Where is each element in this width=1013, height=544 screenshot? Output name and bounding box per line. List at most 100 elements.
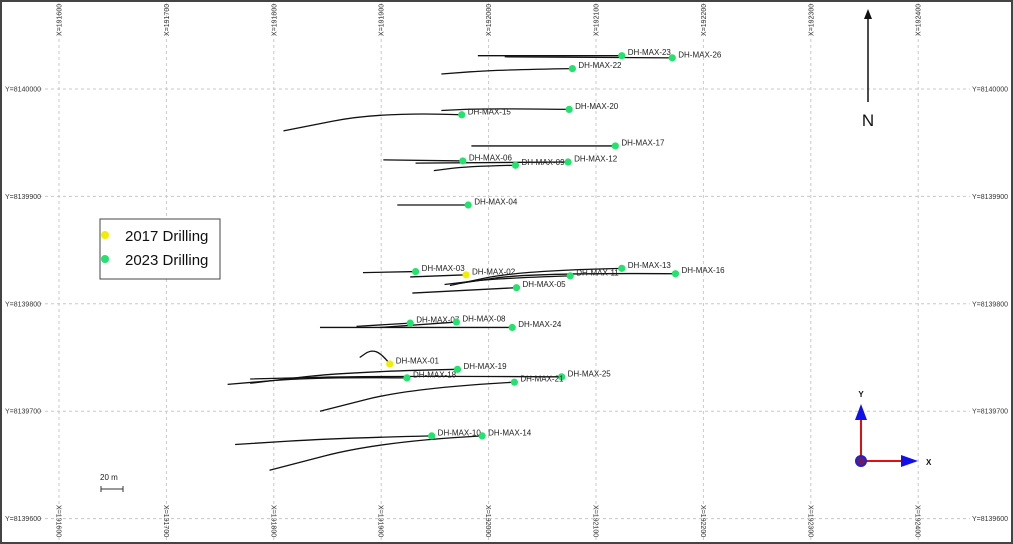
hole-label: DH-MAX-17 <box>621 138 665 147</box>
north-arrow: N <box>862 9 874 130</box>
legend-label-2017: 2017 Drilling <box>125 228 208 245</box>
x-tick-label-top: X=191700 <box>164 4 171 36</box>
collar-dh-max-14[interactable] <box>478 432 486 440</box>
collar-dh-max-20[interactable] <box>565 105 573 114</box>
collar-dh-max-18[interactable] <box>403 374 411 382</box>
y-label-bg <box>970 191 1008 201</box>
hole-label: DH-MAX-04 <box>474 197 518 206</box>
collar-dh-max-19[interactable] <box>453 365 462 373</box>
hole-label: DH-MAX-15 <box>468 107 512 116</box>
drill-trace-dh-max-19 <box>250 368 458 384</box>
collar-dh-max-04[interactable] <box>464 201 472 209</box>
drill-trace-dh-max-18 <box>227 377 407 385</box>
drill-trace-dh-max-15 <box>283 113 462 132</box>
drill-trace-dh-max-25 <box>250 375 562 380</box>
collar-dh-max-22[interactable] <box>568 64 576 73</box>
drill-trace-dh-max-20 <box>441 108 570 112</box>
collar-dh-max-05[interactable] <box>512 284 521 292</box>
north-label: N <box>862 111 874 130</box>
collar-dh-max-08[interactable] <box>452 318 460 326</box>
collar-dh-max-12[interactable] <box>564 158 572 166</box>
collar-dh-max-16[interactable] <box>671 270 680 278</box>
hole-label: DH-MAX-13 <box>628 261 672 270</box>
x-tick-label-top: X=192200 <box>701 4 708 36</box>
y-label-bg <box>970 84 1008 93</box>
hole-label: DH-MAX-01 <box>396 356 440 365</box>
hole-label: DH-MAX-21 <box>520 375 564 384</box>
drill-trace-dh-max-13 <box>449 267 622 287</box>
triad-x-label: X <box>926 458 932 467</box>
collar-dh-max-21[interactable] <box>510 378 518 386</box>
hole-label: DH-MAX-06 <box>469 153 513 162</box>
scale-bar-label: 20 m <box>100 473 118 482</box>
x-tick-label-bottom: X=192100 <box>592 505 599 537</box>
legend-box <box>99 218 221 280</box>
drill-trace-dh-max-21 <box>319 381 515 412</box>
drill-trace-dh-max-02 <box>410 274 467 278</box>
collar-dh-max-26[interactable] <box>668 54 676 62</box>
y-label-bg <box>3 513 39 523</box>
drill-trace-dh-max-26 <box>504 56 673 59</box>
collar-dh-max-09[interactable] <box>511 161 520 169</box>
collar-dh-max-23[interactable] <box>618 52 626 60</box>
collar-dh-max-17[interactable] <box>611 142 619 150</box>
x-tick-label-top: X=191600 <box>57 4 64 36</box>
collar-dh-max-10[interactable] <box>428 432 436 440</box>
drill-collars: DH-MAX-23 DH-MAX-26 DH-MAX-22 DH-MAX-20 DH-M… <box>386 48 725 440</box>
x-tick-label-top: X=192300 <box>808 4 815 36</box>
hole-label: DH-MAX-08 <box>462 315 506 324</box>
y-tick-label-left: Y=8139800 <box>5 301 41 308</box>
x-tick-label-bottom: X=191900 <box>377 505 384 537</box>
hole-label: DH-MAX-03 <box>422 264 466 273</box>
y-tick-label-left: Y=8140000 <box>5 87 41 94</box>
drill-trace-dh-max-05 <box>412 287 517 294</box>
y-tick-label-right: Y=8139600 <box>972 516 1008 523</box>
x-tick-label-top: X=191800 <box>271 4 278 36</box>
collar-dh-max-02[interactable] <box>462 271 470 279</box>
x-tick-label-bottom: X=192200 <box>699 505 706 537</box>
collar-dh-max-01[interactable] <box>386 360 394 368</box>
collar-dh-max-07[interactable] <box>406 319 414 327</box>
collar-dh-max-03[interactable] <box>411 267 420 276</box>
y-label-bg <box>970 406 1008 416</box>
hole-label: DH-MAX-16 <box>681 266 725 275</box>
hole-label: DH-MAX-18 <box>413 370 457 379</box>
triad-origin <box>855 455 867 467</box>
collar-dh-max-15[interactable] <box>458 111 466 119</box>
x-tick-label-bottom: X=191700 <box>162 505 169 537</box>
hole-label: DH-MAX-11 <box>576 268 619 277</box>
collar-dh-max-24[interactable] <box>508 323 516 332</box>
grid: X=191600 X=191600 X=191700 X=191700 X=191800… <box>3 3 1010 541</box>
collar-dh-max-11[interactable] <box>566 272 574 280</box>
x-tick-label-top: X=192400 <box>916 4 923 36</box>
x-tick-label-top: X=191900 <box>379 4 386 36</box>
drill-trace-dh-max-11 <box>444 275 571 286</box>
y-label-bg <box>3 406 39 416</box>
y-tick-label-right: Y=8139700 <box>972 409 1008 416</box>
x-tick-label-bottom: X=191800 <box>269 505 276 537</box>
hole-label: DH-MAX-02 <box>472 267 516 276</box>
y-tick-label-left: Y=8139600 <box>5 516 41 523</box>
hole-label: DH-MAX-05 <box>523 280 567 289</box>
triad-y-arrow-icon <box>855 404 867 420</box>
collar-dh-max-25[interactable] <box>558 373 566 381</box>
x-tick-label-top: X=192000 <box>486 4 493 36</box>
hole-label: DH-MAX-20 <box>575 102 619 111</box>
drill-trace-dh-max-08 <box>380 321 457 329</box>
y-label-bg <box>3 191 39 201</box>
triad-y-label: Y <box>858 390 864 399</box>
y-tick-label-right: Y=8140000 <box>972 87 1008 94</box>
drill-trace-dh-max-14 <box>269 435 483 471</box>
legend-label-2023: 2023 Drilling <box>125 252 208 269</box>
y-tick-label-left: Y=8139700 <box>5 409 41 416</box>
drill-trace-dh-max-09 <box>433 164 516 172</box>
collar-dh-max-06[interactable] <box>459 157 467 165</box>
y-label-bg <box>970 298 1008 308</box>
scale-bar: 20 m <box>100 473 124 492</box>
drill-trace-dh-max-22 <box>441 67 573 75</box>
x-tick-label-top: X=192100 <box>594 4 601 36</box>
x-tick-label-bottom: X=192000 <box>484 505 491 537</box>
legend: 2017 Drilling 2023 Drilling <box>99 218 221 280</box>
collar-dh-max-13[interactable] <box>618 264 626 272</box>
